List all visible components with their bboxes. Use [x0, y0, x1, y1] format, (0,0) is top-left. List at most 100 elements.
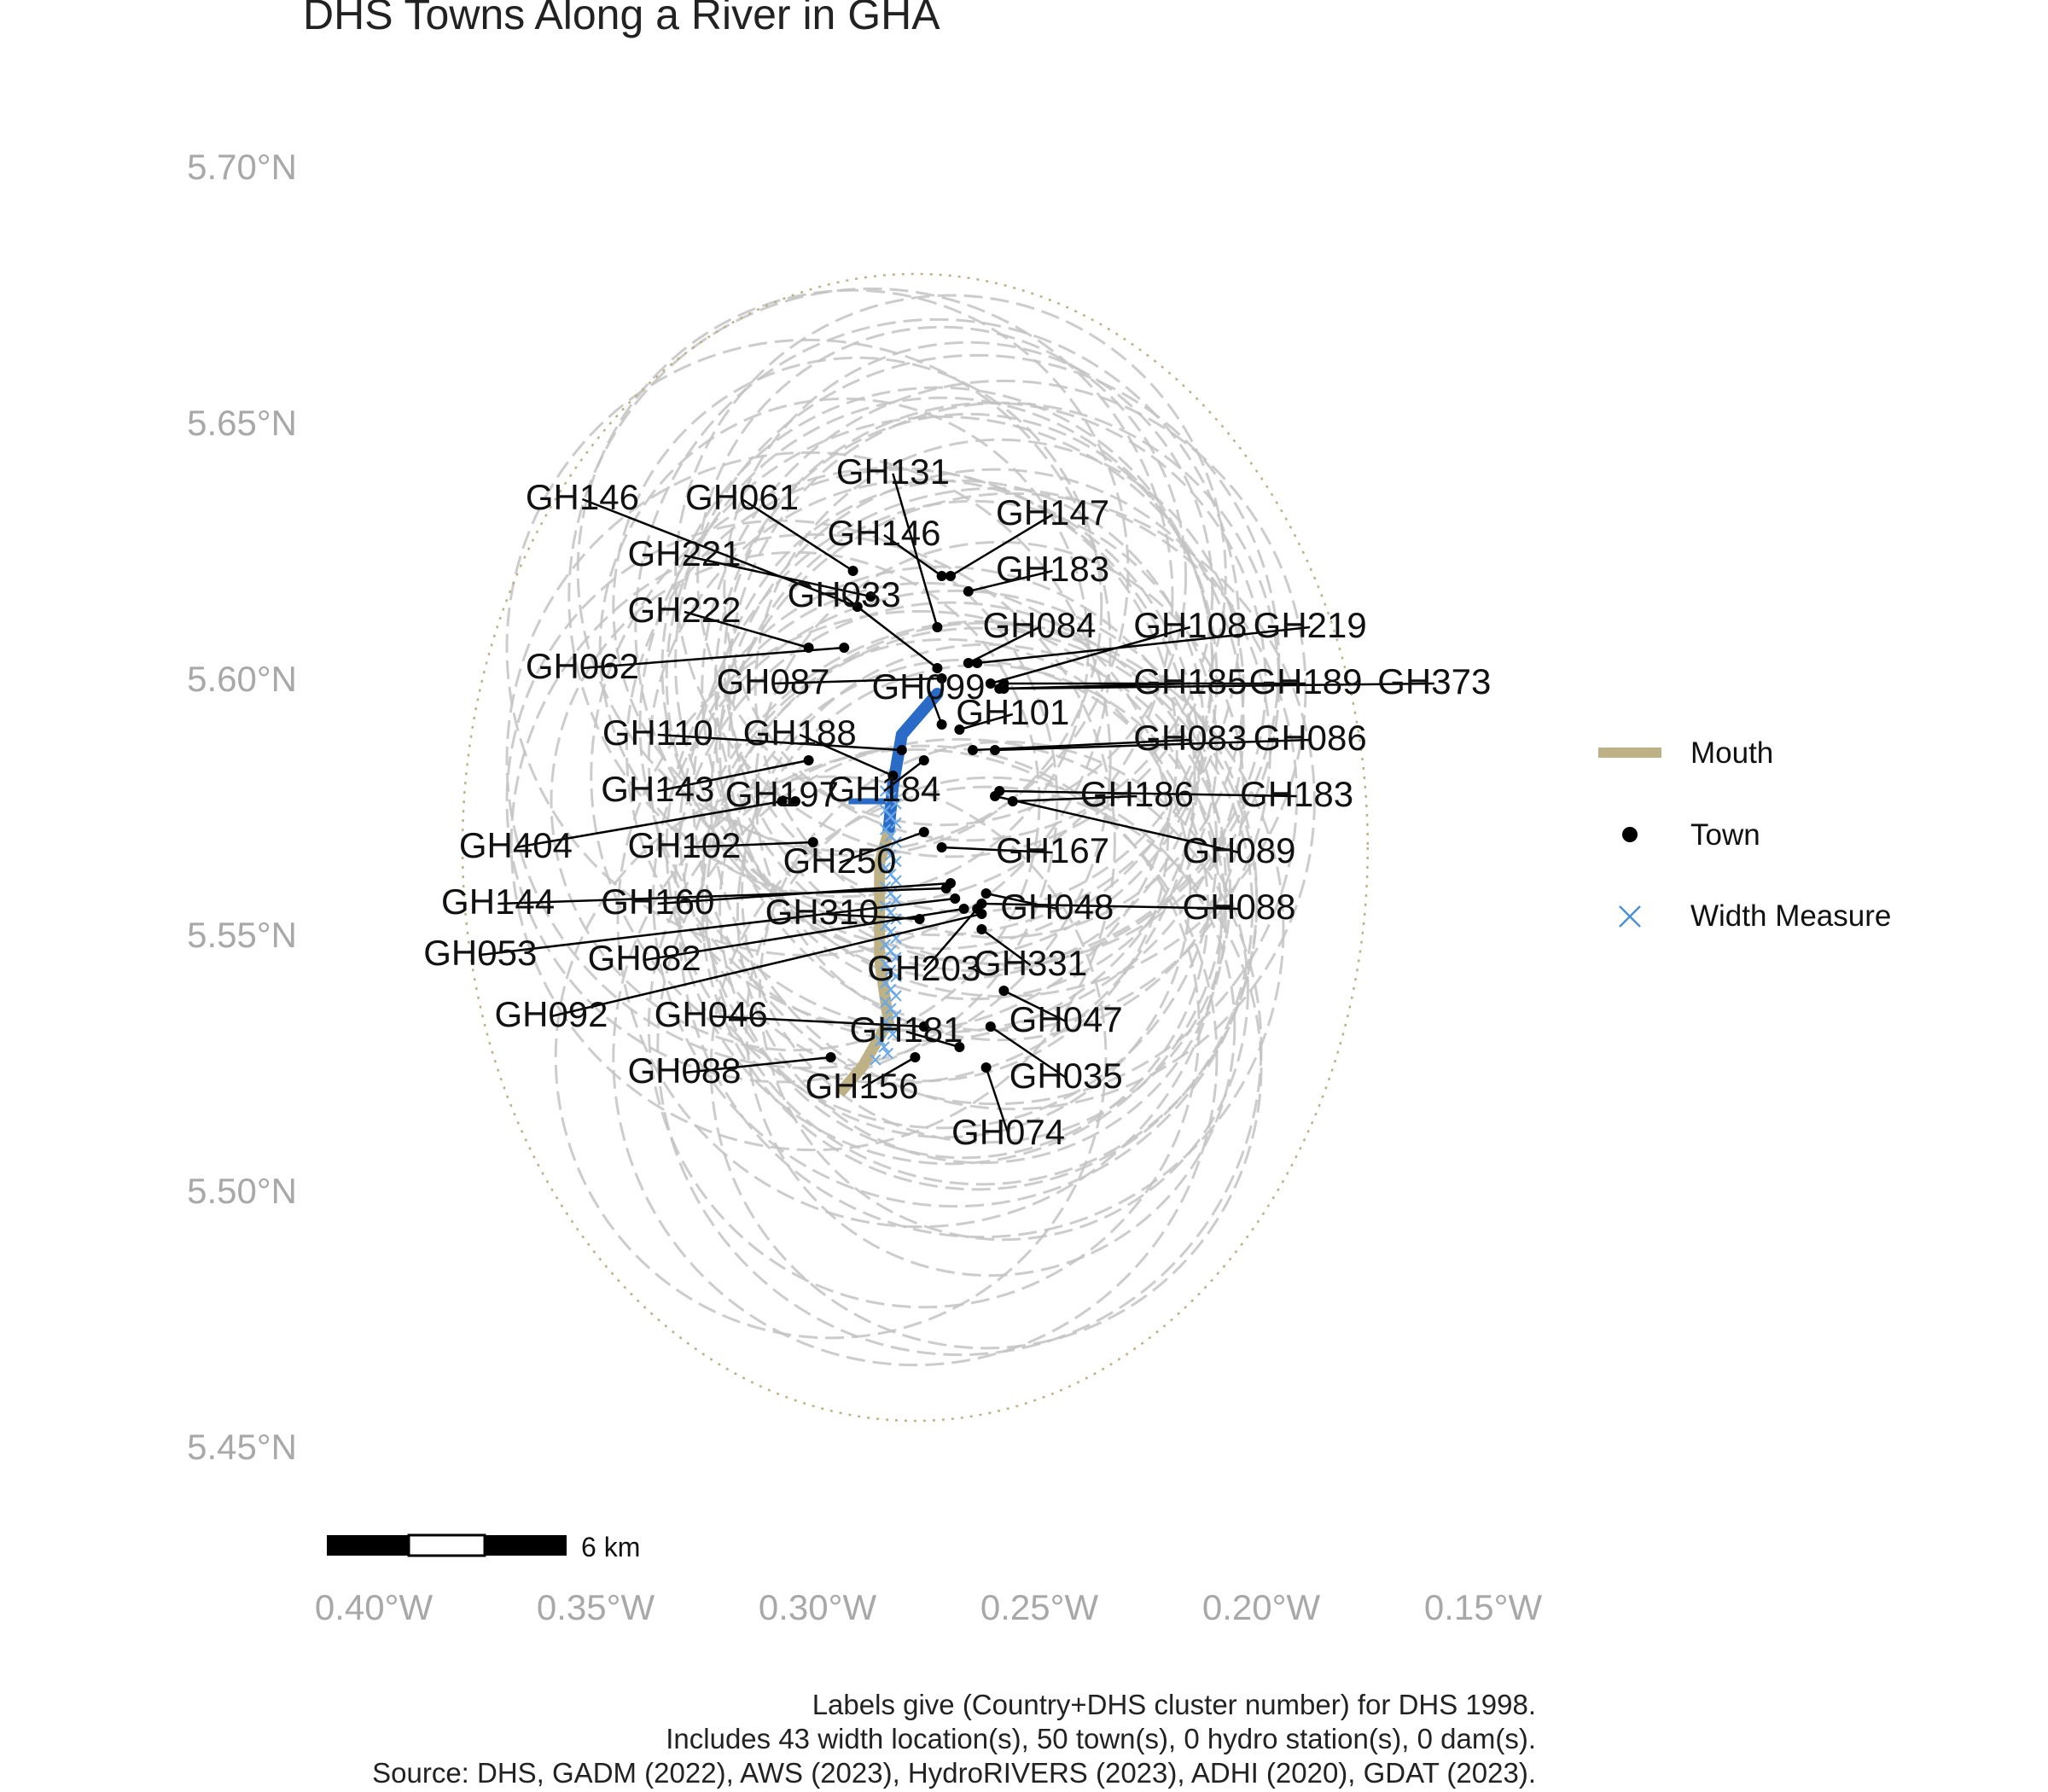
town-point [896, 745, 907, 755]
town-points [777, 566, 1018, 1073]
leader-line [515, 800, 783, 849]
town-point [954, 1042, 965, 1052]
leader-line [950, 513, 1054, 578]
width-measure-marker [890, 798, 902, 810]
width-measure-stroke [885, 868, 897, 881]
town-point [852, 602, 863, 612]
width-measure-stroke [879, 939, 892, 951]
town-label: GH186 [1080, 774, 1194, 814]
leader-line [883, 533, 943, 578]
buffer-circle [753, 540, 1245, 1042]
leader-line [772, 677, 942, 685]
town-label: GH108 [1133, 605, 1247, 645]
town-label: GH146 [526, 477, 639, 517]
town-point [954, 724, 965, 735]
town-label: GH160 [601, 881, 714, 922]
leader-line [986, 892, 1058, 911]
y-tick-label: 5.65°N [187, 403, 297, 443]
town-label: GH331 [974, 943, 1087, 983]
width-measure-stroke [890, 932, 902, 945]
leader-line [861, 1056, 916, 1090]
town-label: GH250 [783, 841, 896, 881]
width-measure-marker [890, 990, 902, 1002]
width-measure-stroke [890, 875, 902, 887]
town-label: GH373 [1377, 661, 1491, 701]
town-point [980, 1062, 992, 1073]
town-point [1007, 796, 1018, 806]
width-measure-stroke [885, 945, 897, 957]
town-point [945, 878, 956, 888]
leader-line [905, 1030, 960, 1049]
width-measure-stroke [885, 849, 897, 861]
town-label: GH099 [871, 666, 985, 707]
leader-line [684, 1056, 831, 1074]
width-measure-stroke [879, 977, 892, 989]
x-tick-label: 0.30°W [759, 1587, 877, 1627]
town-label: GH048 [1000, 887, 1114, 927]
buffer-circle [647, 744, 1201, 1309]
town-point [936, 571, 947, 581]
town-point [990, 791, 1000, 801]
buffer-circle [678, 581, 1170, 1083]
town-point [932, 663, 943, 673]
legend-town-swatch [1622, 827, 1638, 842]
scale-bar-segment [407, 1533, 486, 1557]
buffer-circle [567, 287, 1174, 906]
buffer-circle [709, 785, 1263, 1350]
buffer-circle [638, 415, 1245, 1034]
buffer-circle [625, 468, 1178, 1033]
width-measure-marker [890, 817, 902, 829]
town-point [910, 1052, 921, 1062]
width-measure-stroke [879, 823, 892, 835]
town-label: GH033 [788, 574, 901, 614]
buffer-circle [590, 466, 1196, 1085]
town-point [980, 888, 992, 899]
town-label: GH147 [996, 492, 1109, 532]
leader-line [839, 830, 925, 864]
town-point [976, 909, 987, 919]
width-measure-stroke [885, 926, 897, 938]
y-tick-label: 5.50°N [187, 1171, 297, 1211]
leader-line [985, 1067, 1009, 1135]
width-measure-stroke [890, 990, 902, 1002]
town-label: GH092 [494, 994, 608, 1034]
buffer-circle [550, 550, 1041, 1052]
legend-width-swatch [1619, 905, 1641, 928]
width-measure-stroke [878, 1041, 890, 1053]
town-label: GH074 [951, 1112, 1065, 1152]
town-label: GH083 [1133, 718, 1247, 758]
caption-line: Includes 43 width location(s), 50 town(s… [666, 1723, 1536, 1754]
legend-label: Width Measure [1690, 899, 1891, 933]
legend-label: Mouth [1690, 736, 1773, 770]
town-label: GH062 [526, 646, 639, 686]
width-measure-stroke [890, 817, 902, 829]
buffer-circle [612, 748, 1219, 1367]
width-measure-markers [870, 785, 902, 1066]
legend: Mouth Town Width Measure [1598, 736, 1891, 933]
town-label: GH188 [743, 713, 857, 753]
buffer-circle [709, 492, 1316, 1111]
town-label: GH047 [1009, 999, 1123, 1039]
town-label: GH088 [1182, 887, 1295, 927]
caption: Labels give (Country+DHS cluster number)… [372, 1688, 1536, 1790]
leader-line [959, 713, 1014, 731]
width-measure-marker [890, 1009, 902, 1021]
town-point [865, 591, 876, 602]
width-measure-stroke [879, 996, 892, 1009]
town-label: GH061 [685, 477, 799, 517]
town-label: GH189 [1248, 661, 1362, 701]
town-point [847, 566, 858, 576]
town-point [976, 924, 987, 934]
town-point [918, 827, 929, 837]
map-title: DHS Towns Along a River in GHA [303, 0, 940, 38]
label-leader-lines [480, 473, 1434, 1135]
town-label: GH087 [716, 661, 829, 701]
town-point [918, 1021, 929, 1032]
leader-line [999, 789, 1297, 798]
town-label: GH184 [827, 769, 940, 809]
leader-line [941, 846, 1053, 854]
buffer-circle [634, 317, 1241, 937]
width-measure-stroke [879, 957, 892, 970]
town-label: GH086 [1254, 718, 1367, 758]
leader-line [684, 554, 871, 598]
